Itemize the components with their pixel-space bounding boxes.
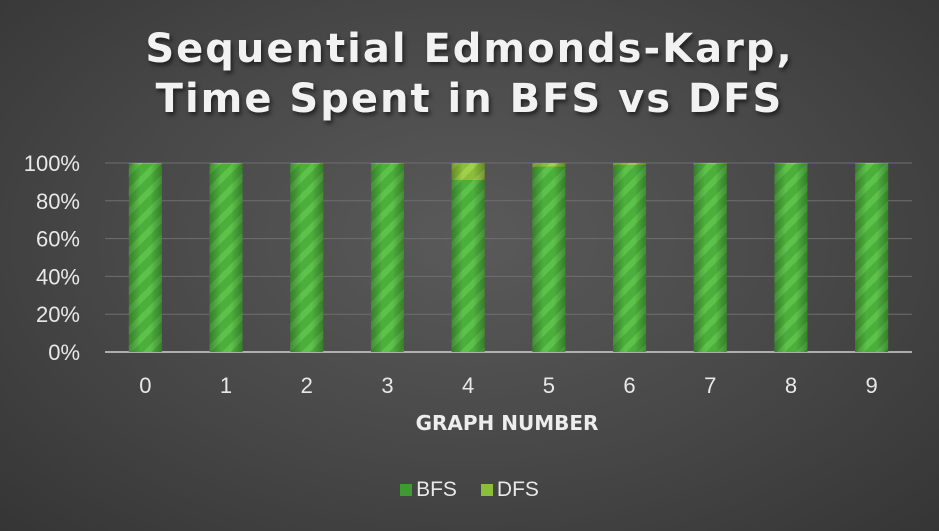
x-tick-label: 8	[785, 373, 797, 398]
x-tick-label: 2	[301, 373, 313, 398]
bar-shade-dfs-6	[613, 163, 647, 165]
chart-title: Sequential Edmonds-Karp, Time Spent in B…	[0, 24, 939, 124]
bar-shade-dfs-4	[451, 163, 485, 181]
x-tick-label: 4	[462, 373, 474, 398]
x-tick-label: 3	[381, 373, 393, 398]
legend-item-dfs: DFS	[480, 478, 539, 502]
bar-shade-dfs-2	[290, 163, 324, 164]
legend-swatch-bfs	[400, 484, 413, 496]
bar-shade-bfs-7	[693, 163, 727, 352]
bar-shade-dfs-9	[855, 163, 889, 164]
chart-title-line-1: Sequential Edmonds-Karp,	[145, 26, 794, 72]
legend-label-bfs: BFS	[416, 478, 457, 501]
bar-shade-dfs-3	[370, 163, 404, 164]
x-tick-label: 7	[704, 373, 716, 398]
bar-shade-bfs-1	[209, 163, 243, 352]
y-tick-label: 0%	[48, 340, 80, 365]
bar-shade-bfs-8	[774, 163, 808, 352]
legend: BFS DFS	[0, 478, 939, 502]
legend-item-bfs: BFS	[400, 478, 457, 502]
y-tick-label: 20%	[36, 302, 80, 327]
bar-shade-bfs-6	[613, 164, 647, 352]
x-tick-label: 6	[623, 373, 635, 398]
bar-shade-bfs-5	[532, 166, 566, 352]
bar-shade-dfs-1	[209, 163, 243, 164]
x-tick-label: 9	[866, 373, 878, 398]
y-tick-label: 60%	[36, 227, 80, 252]
legend-label-dfs: DFS	[496, 478, 539, 501]
bar-shade-bfs-3	[370, 163, 404, 352]
x-tick-label: 0	[139, 373, 151, 398]
x-tick-label: 5	[543, 373, 555, 398]
y-tick-label: 40%	[36, 264, 80, 289]
y-tick-label: 80%	[36, 189, 80, 214]
bar-shade-bfs-4	[451, 180, 485, 352]
bar-shade-dfs-0	[128, 163, 162, 164]
bar-shade-dfs-7	[693, 163, 727, 164]
bar-shade-dfs-5	[532, 163, 566, 167]
bar-shade-dfs-8	[774, 163, 808, 164]
chart-title-line-2: Time Spent in BFS vs DFS	[155, 76, 784, 122]
y-tick-label: 100%	[24, 151, 80, 176]
legend-swatch-dfs	[480, 484, 493, 496]
bar-shade-bfs-0	[128, 163, 162, 352]
x-axis-label: GRAPH NUMBER	[416, 411, 599, 435]
bar-shade-bfs-2	[290, 163, 324, 352]
x-tick-label: 1	[220, 373, 232, 398]
bar-shade-bfs-9	[855, 163, 889, 352]
